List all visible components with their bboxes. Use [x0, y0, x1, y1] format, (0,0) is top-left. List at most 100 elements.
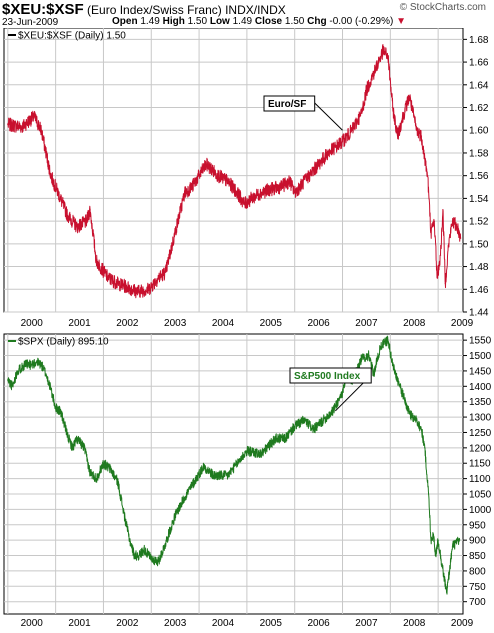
eurchf-data-point [396, 135, 399, 137]
spx-data-point [76, 438, 78, 440]
eurchf-data-point [433, 220, 435, 222]
eurchf-y-tick-label: 1.56 [469, 171, 489, 182]
spx-data-point [408, 413, 411, 415]
spx-data-point [427, 493, 430, 495]
spx-data-point [40, 364, 42, 366]
spx-x-tick-label: 2005 [260, 618, 283, 629]
spx-data-point [212, 474, 215, 477]
eurchf-data-point [408, 95, 411, 97]
eurchf-series-line [7, 44, 462, 299]
spx-data-point [124, 518, 126, 520]
spx-y-tick-label: 1500 [469, 351, 492, 362]
eurchf-data-point [436, 277, 438, 279]
spx-data-point [117, 481, 119, 483]
spx-data-point [184, 496, 186, 498]
spx-y-tick-label: 1100 [469, 474, 491, 485]
spx-data-point [35, 361, 38, 363]
eurchf-data-point [40, 129, 42, 131]
spx-x-tick-label: 2000 [21, 618, 44, 629]
spx-data-point [399, 385, 401, 387]
eurchf-data-point [341, 141, 344, 143]
eurchf-data-point [448, 243, 450, 245]
eurchf-data-point [107, 277, 109, 279]
eurchf-data-point [298, 186, 301, 188]
eurchf-y-tick-label: 1.60 [469, 126, 489, 137]
spx-data-point [430, 539, 432, 541]
eurchf-annotation-box [263, 95, 316, 112]
eurchf-y-tick-label: 1.68 [469, 35, 489, 46]
spx-data-point [193, 481, 195, 483]
spx-data-point [133, 554, 136, 557]
eurchf-data-point [7, 123, 9, 126]
eurchf-x-tick-label: 2000 [21, 318, 44, 329]
eurchf-x-tick-label: 2005 [260, 318, 283, 329]
eurchf-data-point [370, 78, 372, 80]
eurchf-data-point [205, 163, 207, 165]
spx-x-tick-label: 2008 [403, 618, 426, 629]
spx-data-point [284, 438, 286, 440]
eurchf-data-point [165, 271, 167, 273]
eurchf-legend-label: $XEU:$XSF (Daily) 1.50 [18, 31, 126, 42]
low-value: 1.49 [232, 16, 253, 27]
high-label: High [162, 16, 185, 27]
eurchf-data-point [382, 50, 384, 52]
spx-data-point [71, 447, 73, 449]
spx-annotation-box [289, 367, 372, 384]
eurchf-data-point [442, 209, 444, 211]
eurchf-data-point [50, 175, 52, 177]
spx-x-tick-label: 2001 [68, 618, 91, 629]
close-label: Close [254, 16, 283, 27]
down-triangle-icon: ▼ [396, 16, 406, 27]
spx-data-point [432, 533, 434, 535]
spx-data-point [435, 554, 437, 557]
eurchf-data-point [66, 214, 69, 217]
spx-data-point [246, 450, 248, 452]
spx-data-point [55, 407, 57, 409]
eurchf-data-point [294, 192, 296, 194]
low-label: Low [209, 16, 230, 27]
spx-annotation: S&P500 Index [289, 367, 372, 412]
eurchf-data-point [191, 186, 193, 188]
spx-data-point [102, 462, 105, 464]
eurchf-plot-frame [3, 28, 464, 313]
eurchf-data-point [351, 129, 353, 131]
symbol-description: (Euro Index/Swiss Franc) INDX/INDX [87, 3, 286, 17]
eurchf-data-point [401, 118, 403, 120]
spx-data-point [129, 539, 131, 541]
eurchf-data-point [392, 106, 394, 109]
spx-y-tick-label: 900 [469, 536, 486, 547]
eurchf-data-point [251, 197, 253, 199]
eurchf-data-point [308, 175, 310, 177]
spx-panel: 700 750 800 850 900 950 1000 1050 1100 1150 1200 12… [3, 333, 492, 629]
eurchf-data-point [451, 220, 454, 222]
eurchf-panel: 1.44 1.46 1.48 1.50 1.52 1.54 1.56 1.58 1.60 1.62… [3, 28, 489, 329]
spx-y-tick-label: 1300 [469, 413, 492, 424]
spx-data-point [420, 428, 423, 430]
eurchf-legend: $XEU:$XSF (Daily) 1.50 [8, 31, 126, 42]
spx-y-tick-label: 1400 [469, 382, 492, 393]
eurchf-data-point [456, 226, 458, 228]
spx-y-tick-label: 1050 [469, 490, 492, 501]
spx-data-point [16, 370, 18, 372]
eurchf-data-point [243, 203, 246, 205]
eurchf-annotation-leader [314, 102, 343, 131]
spx-data-point [95, 478, 97, 480]
eurchf-y-tick-label: 1.44 [469, 308, 489, 319]
spx-data-point [441, 564, 443, 566]
eurchf-x-tick-label: 2007 [355, 318, 378, 329]
spx-data-point [23, 364, 26, 366]
eurchf-data-point [289, 180, 291, 182]
eurchf-x-tick-label: 2006 [307, 318, 330, 329]
spx-x-tick-label: 2009 [451, 618, 474, 629]
spx-x-tick-label: 2004 [212, 618, 235, 629]
eurchf-data-point [86, 220, 88, 222]
eurchf-x-tick-label: 2003 [164, 318, 187, 329]
eurchf-data-point [279, 186, 281, 188]
eurchf-data-point [126, 286, 128, 288]
stockcharts-brand: © StockCharts.com [399, 2, 486, 13]
spx-y-tick-label: 1250 [469, 428, 492, 439]
spx-data-point [332, 410, 334, 412]
open-value: 1.49 [140, 16, 160, 27]
eurchf-y-tick-label: 1.64 [469, 80, 489, 91]
eurchf-x-tick-label: 2001 [68, 318, 91, 329]
